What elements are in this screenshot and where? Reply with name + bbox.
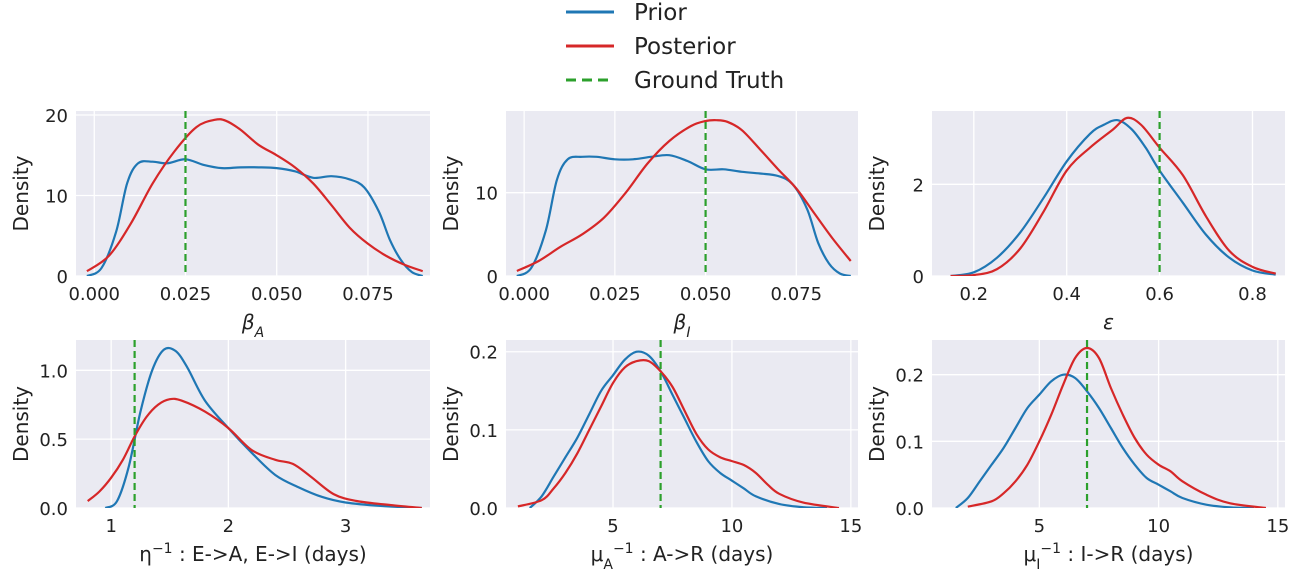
series-group [950, 116, 1277, 276]
y-tick-label: 10 [45, 187, 68, 208]
x-tick-label: 15 [1266, 516, 1289, 537]
y-axis-label: Density [9, 386, 33, 462]
series-line-posterior [967, 346, 1267, 508]
x-tick-label: 0.050 [251, 284, 303, 305]
series-line-prior [86, 158, 424, 276]
x-axis-label: ε [1103, 310, 1114, 334]
plot-area [932, 111, 1285, 276]
y-axis-label: Density [865, 155, 889, 231]
y-axis-label: Density [439, 155, 463, 231]
y-tick-label: 0.1 [469, 421, 498, 442]
x-tick-label: 0.2 [959, 284, 988, 305]
y-tick-label: 0 [913, 267, 924, 288]
x-tick-label: 0.4 [1052, 284, 1081, 305]
series-line-prior [950, 118, 1276, 276]
y-tick-label: 0 [487, 267, 498, 288]
x-tick-label: 0.000 [498, 284, 550, 305]
y-axis-label: Density [439, 386, 463, 462]
y-tick-label: 0 [57, 267, 68, 288]
y-tick-label: 20 [45, 106, 68, 127]
series-group [517, 350, 840, 508]
series-line-prior [516, 153, 851, 276]
plot-area [76, 111, 430, 276]
panel-1: 0.000 0.025 0.050 0.075 0 10 20 Density βA [9, 106, 430, 341]
x-axis-label: βA [241, 310, 264, 341]
y-axis-label: Density [865, 386, 889, 462]
x-tick-label: 0.075 [342, 284, 394, 305]
series-group [87, 346, 422, 508]
legend-entry-posterior: Posterior [566, 34, 736, 60]
x-tick-label: 5 [607, 516, 618, 537]
x-axis-label: μA−1 : A->R (days) [591, 541, 774, 569]
panel-3: 0.2 0.4 0.6 0.8 0 2 Density ε [865, 111, 1285, 334]
x-axis-label: μI−1 : I->R (days) [1024, 541, 1194, 569]
panel-4: 1 2 3 0.0 0.5 1.0 Density η−1 : E->A, E->I (day… [9, 340, 430, 566]
series-group [516, 119, 852, 276]
series-line-posterior [517, 358, 840, 508]
y-tick-label: 0.0 [469, 499, 498, 520]
x-tick-label: 0.025 [160, 284, 212, 305]
y-tick-label: 0.0 [895, 499, 924, 520]
y-tick-label: 10 [475, 184, 498, 205]
plot-area [76, 340, 430, 508]
x-tick-label: 15 [839, 516, 862, 537]
legend: Prior Posterior Ground Truth [566, 0, 784, 94]
series-line-prior [104, 346, 422, 508]
y-tick-label: 0.5 [39, 430, 68, 451]
series-group [955, 346, 1267, 508]
y-tick-label: 1.0 [39, 361, 68, 382]
x-axis-label: βI [673, 310, 691, 341]
x-tick-label: 0.6 [1145, 284, 1174, 305]
x-tick-label: 0.075 [771, 284, 823, 305]
x-tick-label: 3 [340, 516, 351, 537]
y-tick-label: 0.2 [469, 343, 498, 364]
y-axis-label: Density [9, 155, 33, 231]
panel-6: 5 10 15 0.0 0.1 0.2 Density μI−1 : I->R (days) [865, 340, 1289, 569]
plot-area [506, 340, 858, 508]
x-tick-label: 0.050 [680, 284, 732, 305]
x-tick-label: 0.8 [1238, 284, 1267, 305]
x-tick-label: 5 [1034, 516, 1045, 537]
x-tick-label: 2 [223, 516, 234, 537]
series-line-posterior [86, 118, 424, 273]
x-tick-label: 0.025 [589, 284, 641, 305]
series-line-posterior [950, 116, 1277, 276]
legend-label-prior: Prior [634, 0, 687, 26]
series-line-prior [955, 373, 1255, 508]
series-line-posterior [516, 119, 852, 273]
x-tick-label: 1 [105, 516, 116, 537]
series-line-posterior [87, 397, 422, 508]
legend-label-posterior: Posterior [634, 34, 736, 60]
panel-2: 0.000 0.025 0.050 0.075 0 10 Density βI [439, 111, 858, 341]
x-tick-label: 10 [1147, 516, 1170, 537]
y-tick-label: 0.2 [895, 366, 924, 387]
legend-entry-ground-truth: Ground Truth [566, 68, 784, 94]
x-tick-label: 10 [720, 516, 743, 537]
y-tick-label: 2 [913, 175, 924, 196]
panel-5: 5 10 15 0.0 0.1 0.2 Density μA−1 : A->R (days) [439, 340, 862, 569]
plot-area [506, 111, 858, 276]
x-tick-label: 0.000 [68, 284, 120, 305]
series-group [86, 118, 424, 276]
x-axis-label: η−1 : E->A, E->I (days) [139, 541, 366, 566]
legend-label-ground-truth: Ground Truth [634, 68, 784, 94]
y-tick-label: 0.0 [39, 499, 68, 520]
legend-entry-prior: Prior [566, 0, 687, 26]
y-tick-label: 0.1 [895, 432, 924, 453]
